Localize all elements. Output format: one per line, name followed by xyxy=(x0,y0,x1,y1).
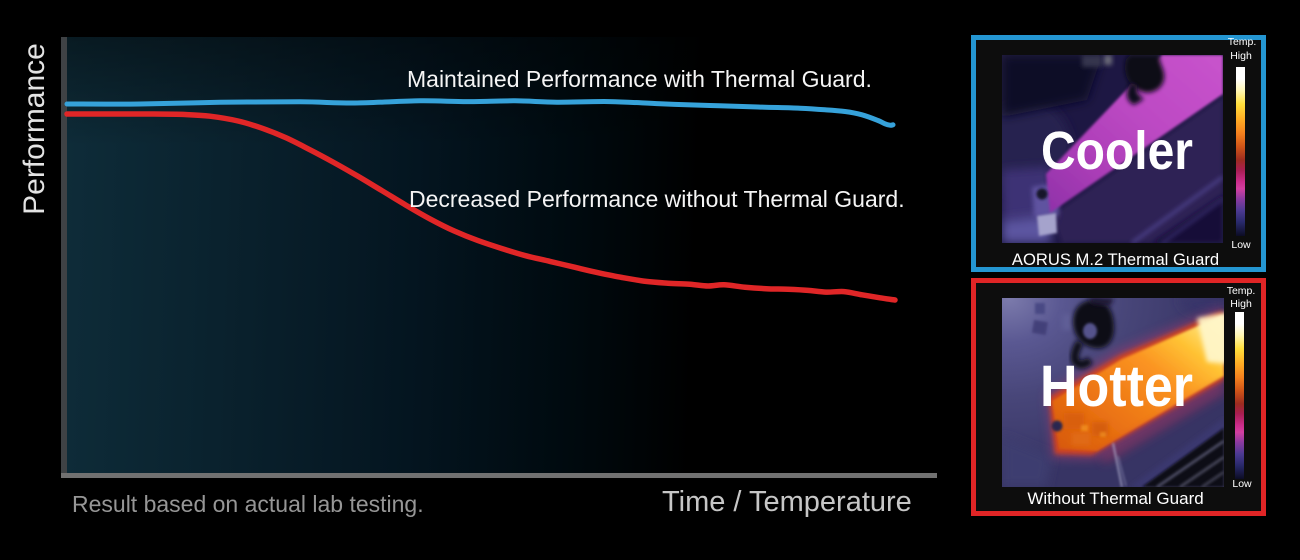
svg-text:Hotter: Hotter xyxy=(1040,354,1193,419)
svg-text:Cooler: Cooler xyxy=(1041,121,1193,181)
